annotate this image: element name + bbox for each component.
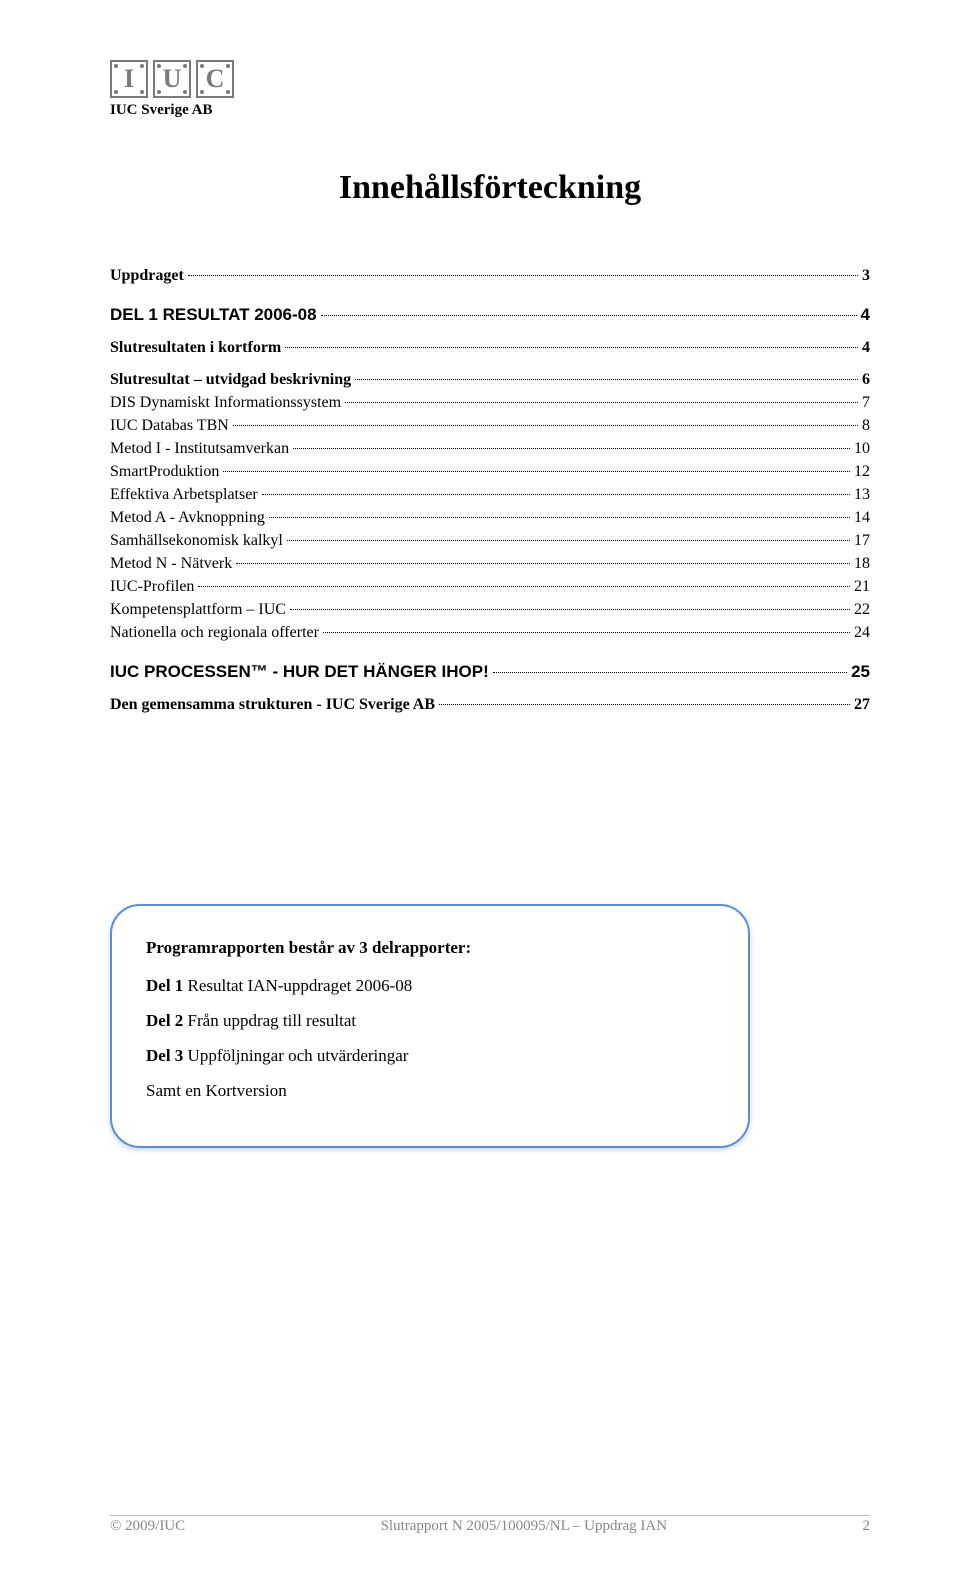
toc-entry: DIS Dynamiskt Informationssystem 7 [110, 394, 870, 412]
callout-tail: Samt en Kortversion [146, 1081, 714, 1101]
toc-label: DIS Dynamiskt Informationssystem [110, 394, 341, 412]
footer-page-number: 2 [863, 1518, 871, 1535]
toc-entry: Metod A - Avknoppning 14 [110, 509, 870, 527]
toc-entry: Metod I - Institutsamverkan 10 [110, 440, 870, 458]
toc-entry: Samhällsekonomisk kalkyl 17 [110, 532, 870, 550]
page-footer: © 2009/IUC Slutrapport N 2005/100095/NL … [110, 1515, 870, 1535]
toc-leader [198, 586, 850, 587]
toc-page-number: 25 [851, 662, 870, 682]
toc-label: DEL 1 RESULTAT 2006-08 [110, 305, 317, 325]
toc-leader [345, 402, 858, 403]
callout-line: Del 3 Uppföljningar och utvärderingar [146, 1046, 714, 1066]
toc-page-number: 10 [854, 440, 870, 458]
toc-label: IUC-Profilen [110, 578, 194, 596]
toc-leader [321, 315, 857, 316]
callout-title: Programrapporten består av 3 delrapporte… [146, 938, 714, 958]
toc-label: Kompetensplattform – IUC [110, 601, 286, 619]
toc-leader [290, 609, 850, 610]
toc-label: SmartProduktion [110, 463, 219, 481]
document-page: I U C IUC Sverige AB Innehållsförtecknin… [0, 0, 960, 1188]
toc-page-number: 3 [862, 267, 870, 285]
toc-label: Metod A - Avknoppning [110, 509, 265, 527]
toc-page-number: 4 [862, 339, 870, 357]
toc-leader [293, 448, 850, 449]
toc-page-number: 22 [854, 601, 870, 619]
logo: I U C [110, 60, 870, 98]
toc-entry: Nationella och regionala offerter 24 [110, 624, 870, 642]
callout-line: Del 1 Resultat IAN-uppdraget 2006-08 [146, 976, 714, 996]
toc-page-number: 12 [854, 463, 870, 481]
toc-page-number: 24 [854, 624, 870, 642]
header-block: I U C IUC Sverige AB [110, 60, 870, 119]
toc-page-number: 7 [862, 394, 870, 412]
toc-label: IUC Databas TBN [110, 417, 229, 435]
toc-page-number: 13 [854, 486, 870, 504]
footer-left: © 2009/IUC [110, 1518, 185, 1535]
toc-label: Effektiva Arbetsplatser [110, 486, 258, 504]
logo-letter-c: C [196, 60, 234, 98]
toc-leader [439, 704, 850, 705]
toc-leader [188, 275, 858, 276]
toc-entry: SmartProduktion 12 [110, 463, 870, 481]
toc-label: Metod I - Institutsamverkan [110, 440, 289, 458]
toc-entry: Slutresultat – utvidgad beskrivning 6 [110, 371, 870, 389]
toc-page-number: 4 [861, 305, 870, 325]
page-title: Innehållsförteckning [110, 169, 870, 207]
toc-leader [323, 632, 850, 633]
toc-entry: Uppdraget 3 [110, 267, 870, 285]
toc-entry: Metod N - Nätverk 18 [110, 555, 870, 573]
toc-leader [285, 347, 858, 348]
toc-leader [233, 425, 858, 426]
toc-label: Samhällsekonomisk kalkyl [110, 532, 283, 550]
toc-page-number: 6 [862, 371, 870, 389]
toc-leader [236, 563, 850, 564]
org-name: IUC Sverige AB [110, 102, 870, 119]
toc-entry: IUC PROCESSEN™ - HUR DET HÄNGER IHOP! 25 [110, 662, 870, 682]
toc-label: Nationella och regionala offerter [110, 624, 319, 642]
toc-leader [355, 379, 858, 380]
toc-leader [287, 540, 850, 541]
toc-entry: DEL 1 RESULTAT 2006-08 4 [110, 305, 870, 325]
logo-letter-i: I [110, 60, 148, 98]
toc-label: Slutresultaten i kortform [110, 339, 281, 357]
toc-entry: Slutresultaten i kortform 4 [110, 339, 870, 357]
callout-box: Programrapporten består av 3 delrapporte… [110, 904, 750, 1148]
logo-letter-u: U [153, 60, 191, 98]
toc-label: Metod N - Nätverk [110, 555, 232, 573]
toc-page-number: 17 [854, 532, 870, 550]
footer-center: Slutrapport N 2005/100095/NL – Uppdrag I… [381, 1518, 668, 1535]
toc-leader [269, 517, 850, 518]
toc-entry: IUC-Profilen 21 [110, 578, 870, 596]
toc-leader [262, 494, 850, 495]
toc-leader [493, 672, 847, 673]
toc-page-number: 18 [854, 555, 870, 573]
callout-line: Del 2 Från uppdrag till resultat [146, 1011, 714, 1031]
toc-entry: Kompetensplattform – IUC 22 [110, 601, 870, 619]
toc-entry: IUC Databas TBN 8 [110, 417, 870, 435]
toc-label: IUC PROCESSEN™ - HUR DET HÄNGER IHOP! [110, 662, 489, 682]
toc-leader [223, 471, 850, 472]
toc-page-number: 27 [854, 696, 870, 714]
toc-page-number: 14 [854, 509, 870, 527]
toc-page-number: 8 [862, 417, 870, 435]
table-of-contents: Uppdraget3DEL 1 RESULTAT 2006-084Slutres… [110, 267, 870, 714]
toc-label: Uppdraget [110, 267, 184, 285]
toc-page-number: 21 [854, 578, 870, 596]
toc-label: Slutresultat – utvidgad beskrivning [110, 371, 351, 389]
toc-entry: Effektiva Arbetsplatser 13 [110, 486, 870, 504]
toc-entry: Den gemensamma strukturen - IUC Sverige … [110, 696, 870, 714]
toc-label: Den gemensamma strukturen - IUC Sverige … [110, 696, 435, 714]
